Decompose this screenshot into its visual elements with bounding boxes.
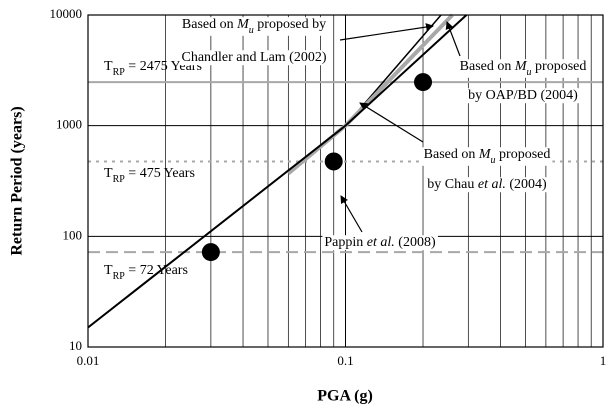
annotation: by OAP/BD (2004) [468, 88, 578, 103]
x-tick-label: 0.01 [77, 353, 100, 368]
text-part: by OAP/BD (2004) [468, 88, 578, 103]
annotation-bg [179, 17, 329, 36]
annotation-bg [179, 50, 329, 66]
annotation-arrow [445, 21, 461, 57]
text-part: Based on [424, 147, 479, 162]
annotation-bg [466, 88, 581, 104]
annotation-arrow [340, 195, 363, 233]
reference-label: TRP = 475 Years [104, 166, 195, 185]
text-part: RP [113, 67, 126, 78]
y-tick-label: 100 [63, 227, 83, 242]
text-part: (2008) [395, 235, 436, 250]
x-tick-label: 1 [600, 353, 607, 368]
text-part: Based on [182, 17, 237, 32]
data-point [414, 73, 433, 92]
data-point [201, 243, 220, 262]
text-part: = 475 Years [125, 166, 195, 181]
annotation-bg [421, 147, 553, 166]
y-axis-title: Return Period (years) [9, 106, 26, 255]
y-tick-label: 1000 [56, 117, 82, 132]
plot-frame [87, 14, 604, 348]
annotation-arrow [359, 102, 424, 143]
text-part: RP [113, 174, 126, 185]
text-part: proposed by [254, 17, 326, 32]
text-part: et al. [478, 177, 506, 192]
annotation-bg [425, 177, 550, 193]
annotation: Based on Mu proposed [424, 147, 551, 166]
data-point [324, 152, 343, 171]
text-part: T [104, 263, 113, 278]
text-part: u [249, 25, 254, 36]
annotation: Based on Mu proposed by [182, 17, 326, 36]
reference-label: TRP = 72 Years [104, 263, 188, 282]
text-part: RP [113, 271, 126, 282]
text-part: Pappin [324, 235, 366, 250]
text-part: u [527, 67, 532, 78]
text-part: u [491, 155, 496, 166]
curve [87, 14, 468, 329]
text-part: et al. [367, 235, 395, 250]
text-part: proposed [496, 147, 551, 162]
text-part: Chandler and Lam (2002) [181, 50, 326, 65]
annotation-bg [457, 59, 589, 78]
text-part: = 72 Years [125, 263, 188, 278]
annotation: Pappin et al. (2008) [324, 235, 436, 250]
text-part: T [104, 166, 113, 181]
annotation-bg [322, 235, 438, 251]
text-part: (2004) [506, 177, 547, 192]
y-tick-label: 10000 [50, 6, 83, 21]
text-part: M [514, 59, 528, 74]
annotation: Chandler and Lam (2002) [181, 50, 326, 65]
text-part: M [236, 17, 250, 32]
text-part: M [478, 147, 492, 162]
y-tick-label: 10 [69, 338, 82, 353]
x-axis-title: PGA (g) [317, 388, 373, 405]
annotation-arrow [339, 23, 434, 41]
annotation: Based on Mu proposed [460, 59, 587, 78]
text-part: Based on [460, 59, 515, 74]
text-part: proposed [532, 59, 587, 74]
text-part: by Chau [427, 177, 478, 192]
x-tick-label: 0.1 [337, 353, 353, 368]
text-part: T [104, 59, 113, 74]
annotation: by Chau et al. (2004) [427, 177, 547, 192]
